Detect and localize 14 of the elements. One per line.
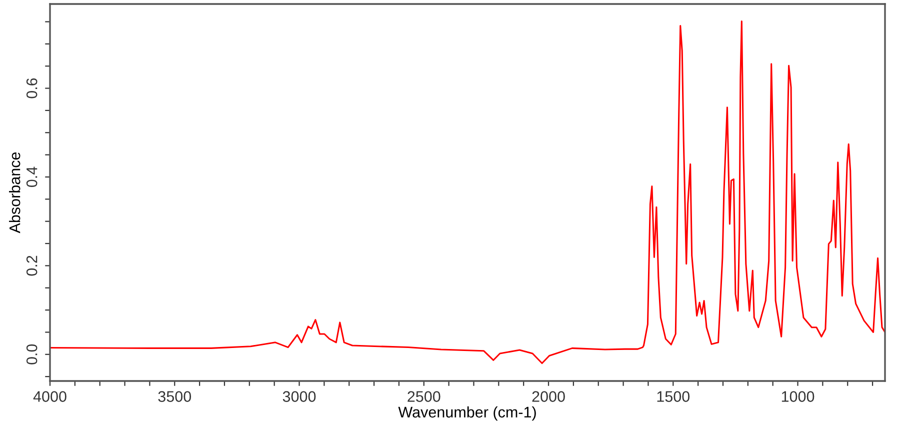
x-axis-title: Wavenumber (cm-1) <box>398 406 536 421</box>
x-tick-label: 2000 <box>532 391 565 402</box>
y-tick-label: 0.4 <box>26 166 38 187</box>
y-tick-label: 0.0 <box>26 344 38 364</box>
x-tick-label: 1500 <box>657 391 690 402</box>
y-axis-title: Absorbance <box>9 152 20 234</box>
x-tick-label: 4000 <box>33 391 66 402</box>
x-tick-label: 2500 <box>408 391 440 402</box>
x-tick-label: 3500 <box>158 391 192 402</box>
line-series <box>50 20 885 364</box>
x-tick-label: 1000 <box>782 391 814 402</box>
y-tick-label: 0.2 <box>26 256 38 276</box>
x-tick-label: 3000 <box>282 391 316 402</box>
y-tick-label: 0.6 <box>26 78 38 98</box>
